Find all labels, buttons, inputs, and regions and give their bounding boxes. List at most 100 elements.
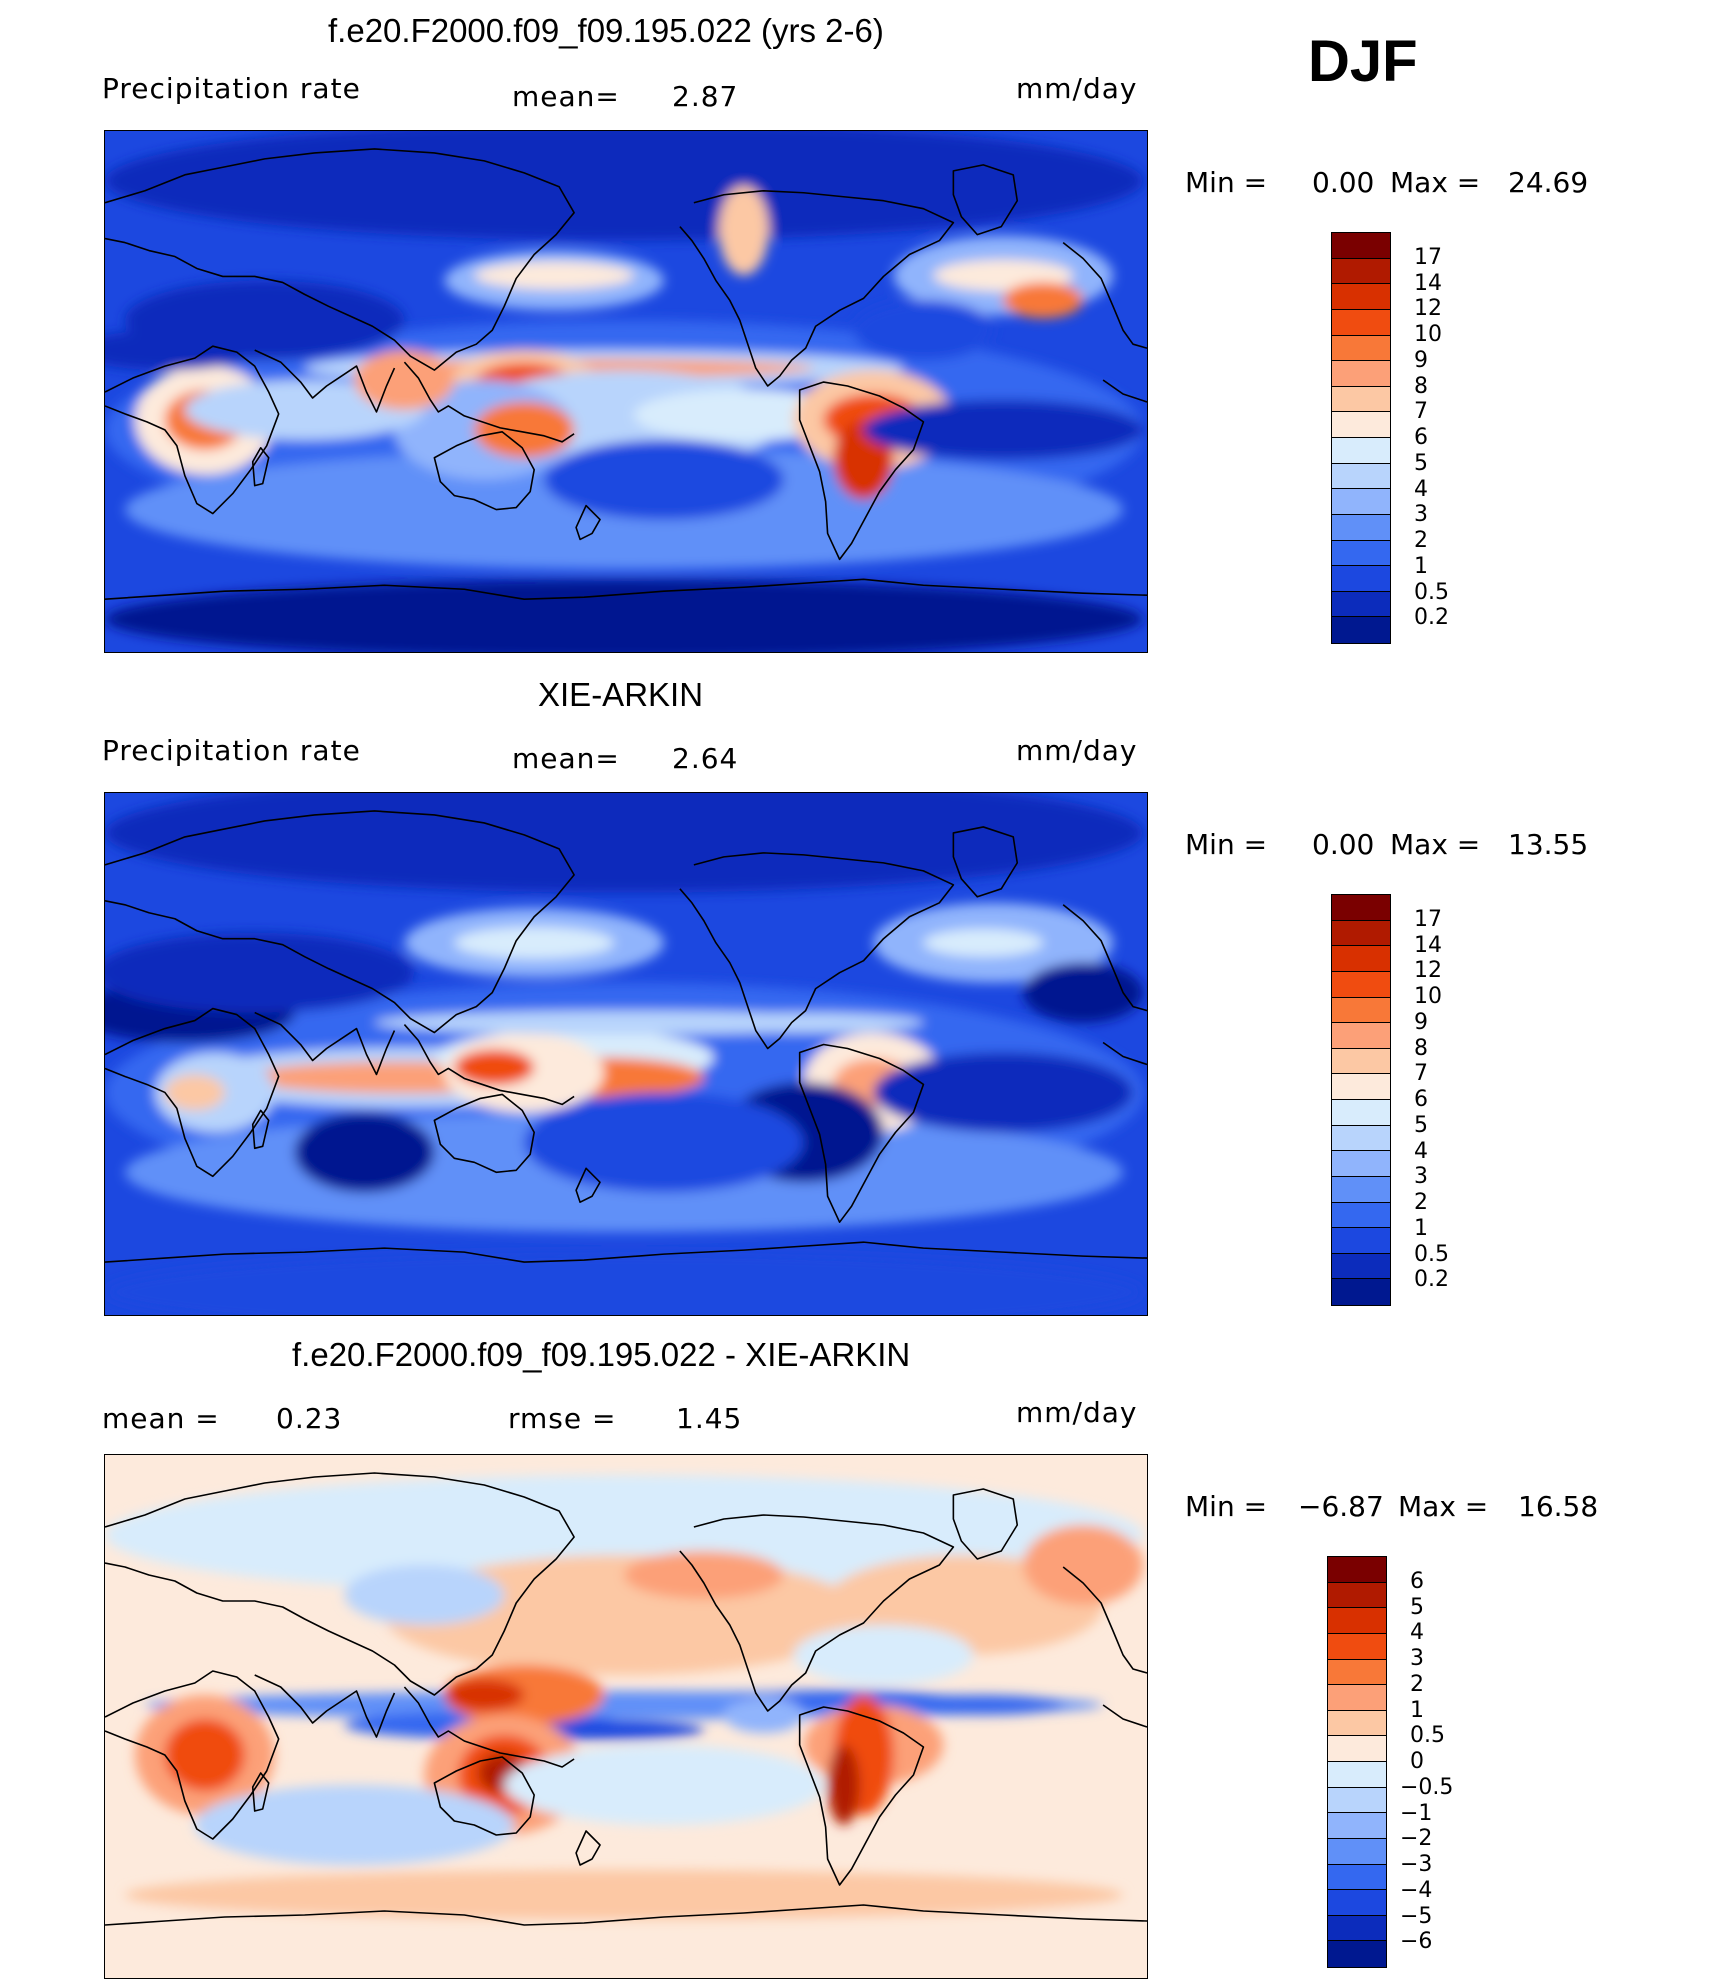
precip-contour-region: [164, 1074, 225, 1111]
coastline-path: [404, 362, 574, 442]
panel-1-max-value: 24.69: [1508, 166, 1589, 199]
colorbar-tick-label: 3: [1410, 1646, 1424, 1671]
colorbar-tick-label: 1: [1414, 553, 1428, 579]
panel-3-title: f.e20.F2000.f09_f09.195.022 - XIE-ARKIN: [292, 1336, 911, 1373]
panel-1-min-value: 0.00: [1312, 166, 1375, 199]
precip-contour-region: [444, 1679, 525, 1711]
coastline-path: [105, 1905, 1147, 1925]
colorbar-tick-label: 17: [1414, 906, 1442, 932]
colorbar-tick-label: 12: [1414, 296, 1442, 322]
coastline-path: [105, 1473, 574, 1695]
colorbar-swatch: [1328, 1557, 1386, 1583]
precip-contour-region: [124, 280, 405, 361]
colorbar-swatch: [1332, 514, 1390, 541]
coastline-path: [105, 1242, 1147, 1262]
colorbar-tick-label: 8: [1414, 373, 1428, 399]
precip-contour-region: [718, 185, 769, 276]
colorbar-tick-label: 3: [1414, 1164, 1428, 1190]
coastline-path: [404, 1687, 574, 1767]
precip-field: [105, 1475, 1144, 1965]
colorbar-swatch: [1332, 1048, 1390, 1075]
panel-2-max-value: 13.55: [1508, 828, 1589, 861]
panel-2-map-svg: [105, 793, 1147, 1315]
colorbar-swatch: [1332, 284, 1390, 310]
precip-contour-region: [793, 1625, 974, 1685]
panel-2-max-label: Max =: [1390, 828, 1481, 861]
panel-3-colorbar-ticks: 6 5 4 3 2 1 0.5 0 −0.5 −1 −2 −3 −4 −5 −6: [1400, 1556, 1536, 1968]
colorbar-swatch: [1332, 617, 1390, 643]
coastline-path: [404, 1025, 574, 1105]
panel-2-mean-value: 2.64: [672, 742, 739, 775]
precip-contour-region: [344, 1565, 505, 1625]
colorbar-tick-label: 0.2: [1414, 605, 1449, 631]
colorbar-tick-label: 10: [1414, 322, 1442, 347]
colorbar-swatch: [1332, 335, 1390, 362]
colorbar-tick-label: 0.5: [1414, 579, 1449, 605]
coastline-path: [953, 827, 1017, 897]
panel-2-title: XIE-ARKIN: [538, 676, 704, 713]
colorbar-tick-label: 10: [1414, 984, 1442, 1009]
colorbar-swatch: [1332, 1279, 1390, 1305]
colorbar-swatch: [1332, 412, 1390, 438]
colorbar-swatch: [1332, 1228, 1390, 1254]
colorbar-swatch: [1332, 309, 1390, 336]
coastline-path: [105, 1009, 279, 1177]
colorbar-swatch: [1332, 1202, 1390, 1229]
colorbar-swatch: [1332, 438, 1390, 464]
colorbar-swatch: [1332, 1023, 1390, 1049]
precip-contour-region: [903, 1695, 1064, 1715]
precip-field: [105, 793, 1144, 1315]
coastline-path: [434, 1757, 534, 1835]
colorbar-swatch: [1328, 1710, 1386, 1737]
colorbar-tick-label: 2: [1414, 1190, 1428, 1215]
panel-1-mean-label: mean=: [512, 80, 620, 113]
panel-2-colorbar-ticks: 17 14 12 10 9 8 7 6 5 4 3 2 1 0.5 0.2: [1410, 894, 1530, 1306]
colorbar-swatch: [1332, 1100, 1390, 1126]
coastline-path: [255, 1675, 395, 1737]
colorbar-tick-label: 5: [1414, 450, 1428, 476]
precip-contour-region: [164, 1719, 245, 1791]
panel-2-units: mm/day: [1016, 734, 1138, 767]
panel-2-min-value: 0.00: [1312, 828, 1375, 861]
colorbar-swatch: [1332, 258, 1390, 285]
colorbar-swatch: [1332, 920, 1390, 947]
colorbar-tick-label: −4: [1400, 1877, 1433, 1903]
colorbar-tick-label: 6: [1414, 425, 1428, 450]
precip-contour-region: [544, 439, 784, 520]
colorbar-swatch: [1328, 1608, 1386, 1634]
colorbar-tick-label: 12: [1414, 958, 1442, 984]
coastline-path: [253, 1110, 269, 1148]
panel-1-map: [104, 130, 1148, 653]
coastline-path: [1103, 380, 1147, 402]
colorbar-tick-label: 7: [1414, 399, 1428, 425]
colorbar-tick-label: 0: [1410, 1749, 1424, 1774]
coastline-path: [434, 1094, 534, 1172]
colorbar-tick-label: −0.5: [1400, 1774, 1454, 1800]
coastline-path: [800, 1045, 924, 1223]
panel-3-colorbar: [1327, 1556, 1387, 1968]
colorbar-tick-label: 4: [1414, 476, 1428, 502]
colorbar-tick-label: 9: [1414, 1009, 1428, 1035]
panel-1-min-label: Min =: [1185, 166, 1268, 199]
colorbar-tick-label: 9: [1414, 347, 1428, 373]
colorbar-swatch: [1332, 386, 1390, 413]
precip-contour-region: [105, 1252, 1143, 1315]
coastline-path: [576, 1168, 600, 1202]
panel-3-max-value: 16.58: [1518, 1490, 1599, 1523]
precip-contour-region: [863, 399, 1144, 460]
panel-3-rmse-label: rmse =: [508, 1402, 617, 1435]
colorbar-tick-label: −6: [1400, 1929, 1433, 1955]
precip-contour-region: [683, 1012, 924, 1033]
colorbar-tick-label: −1: [1400, 1800, 1433, 1826]
coastline-path: [105, 346, 279, 513]
colorbar-tick-label: −2: [1400, 1826, 1433, 1852]
panel-3-mean-value: 0.23: [276, 1402, 343, 1435]
coastline-path: [105, 811, 574, 1033]
season-label: DJF: [1308, 29, 1418, 94]
coastlines: [105, 811, 1147, 1262]
colorbar-swatch: [1332, 1074, 1390, 1100]
colorbar-tick-label: 2: [1414, 528, 1428, 553]
coastline-path: [576, 506, 600, 540]
panel-2-colorbar: [1331, 894, 1391, 1306]
colorbar-swatch: [1328, 1633, 1386, 1660]
